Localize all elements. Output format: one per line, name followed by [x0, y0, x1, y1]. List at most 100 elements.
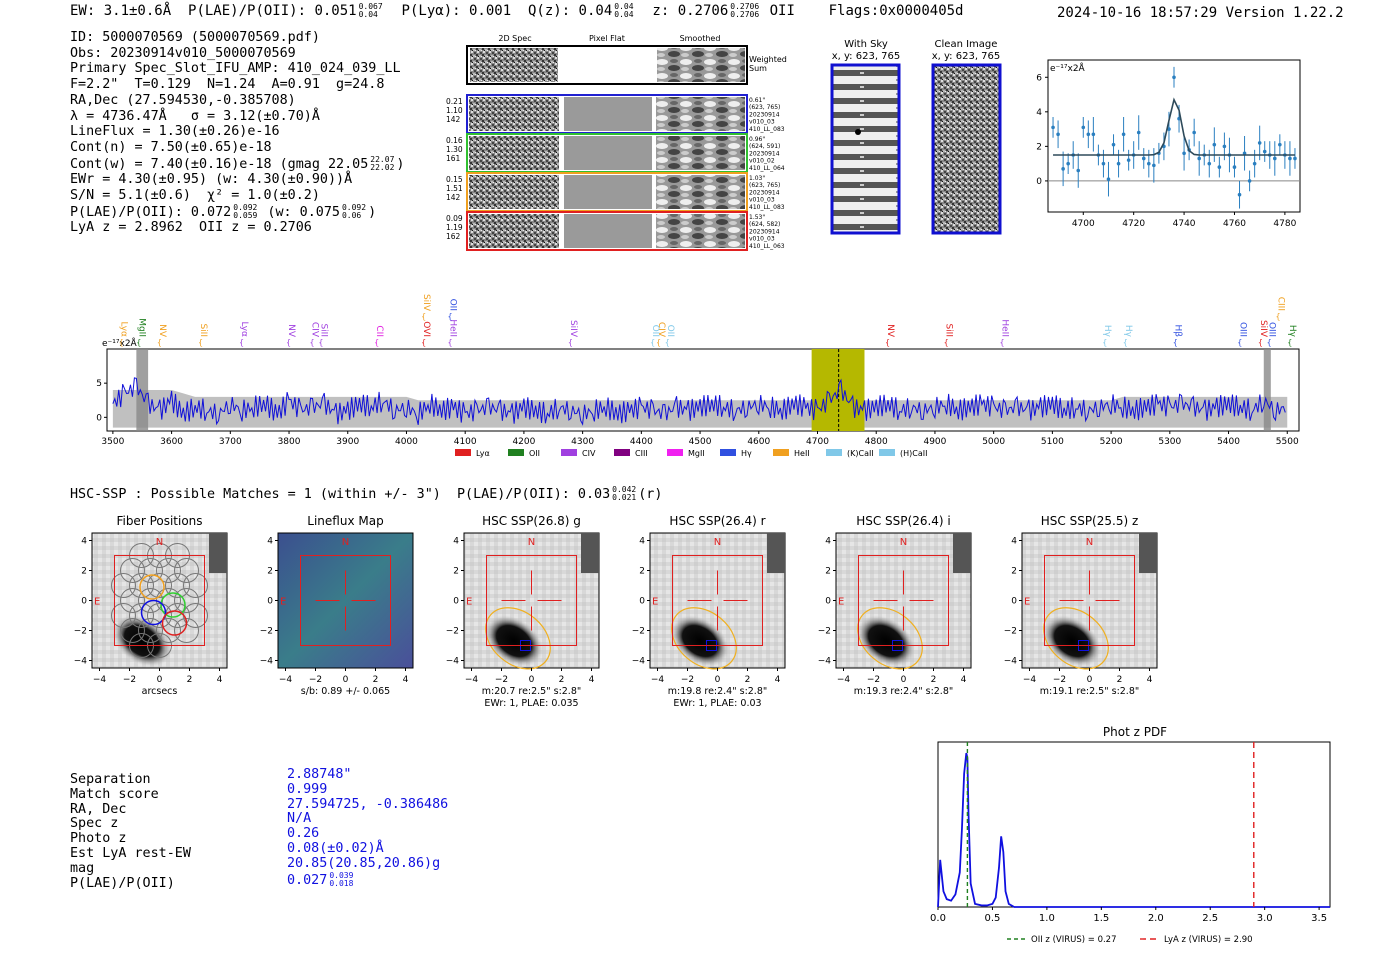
panel-caption: m:19.8 re:2.4" s:2.8" — [668, 686, 768, 697]
x-tick-label: 4760 — [1223, 219, 1246, 229]
x-tick-label: 4400 — [630, 437, 653, 447]
cont-w: Cont(w) = 7.40(±0.16)e-18 (gmag 22.05 22.… — [70, 154, 405, 172]
y-tick-label: 2 — [1036, 142, 1042, 152]
x-tick-label: −2 — [1053, 675, 1066, 685]
x-tick-label: 2 — [931, 675, 937, 685]
spec-row-right-label: 1.53" — [749, 214, 765, 221]
line-marker-brace: { — [310, 338, 315, 347]
obs-id: Obs: 20230914v010_5000070569 — [70, 45, 296, 61]
legend-lya-label: LyA z (VIRUS) = 2.90 — [1164, 935, 1253, 945]
spec-row-smooth — [656, 175, 745, 209]
y-tick-label: 0 — [453, 597, 459, 607]
y-tick-label: 0 — [81, 597, 87, 607]
spec-row-left-label: 1.51 — [446, 184, 463, 193]
line-marker-brace: { — [157, 338, 162, 347]
aperture-ellipse — [671, 607, 737, 670]
x-tick-label: 0 — [1087, 675, 1093, 685]
y-tick-label: 6 — [1036, 73, 1042, 83]
corner-source — [209, 533, 227, 573]
data-point — [1172, 75, 1176, 80]
line-marker-label: HeII — [448, 319, 458, 337]
line-marker-label: Hγ — [1287, 325, 1297, 338]
legend-swatch — [773, 449, 789, 456]
data-point — [1152, 163, 1156, 168]
line-marker-brace: { — [1173, 338, 1178, 347]
line-marker-brace: { — [1267, 338, 1272, 347]
line-marker-brace: { — [286, 338, 291, 347]
data-point — [1081, 125, 1086, 130]
data-point — [1086, 132, 1091, 137]
line-marker-brace: { — [656, 338, 661, 347]
sn-chi2: S/N = 5.1(±0.6) χ² = 1.0(±0.2) — [70, 188, 320, 204]
data-point — [1212, 142, 1217, 147]
plae-value: P(LAE)/P(OII): 0.051 — [188, 3, 357, 19]
x-tick-label: 5400 — [1217, 437, 1240, 447]
compass-e: E — [94, 597, 100, 608]
aperture-box — [114, 555, 205, 646]
line-marker-label: Hβ — [1173, 324, 1183, 337]
aperture-box — [858, 555, 949, 646]
y-tick-label: −2 — [1004, 627, 1017, 637]
spec-row-right-label: 410_LL_083 — [749, 126, 785, 133]
aperture-box — [300, 555, 391, 646]
spec-row-right-label: (624, 591) — [749, 143, 780, 150]
y-tick-label: 2 — [453, 567, 459, 577]
photz-pdf-chart: Phot z PDF 0.0 0.5 1.0 1.5 2.0 2.5 3.0 3.5 OII z… — [930, 725, 1331, 945]
panel-caption: s/b: 0.89 +/- 0.065 — [301, 686, 390, 697]
compass-e: E — [466, 597, 472, 608]
spec-row-left-label: 142 — [446, 115, 461, 124]
spec-row-right-label: (623, 765) — [749, 104, 780, 111]
galaxy — [856, 615, 916, 667]
line-marker-brace: { — [374, 338, 379, 347]
line-marker-label: OII — [650, 325, 660, 337]
aperture-ellipse — [485, 607, 551, 670]
line-marker-label: Lyα — [119, 322, 129, 338]
data-point — [1116, 161, 1121, 166]
x-tick-label: 4500 — [689, 437, 712, 447]
data-point — [1273, 156, 1277, 161]
hsc-summary: HSC-SSP : Possible Matches = 1 (within +… — [70, 485, 663, 503]
line-marker-brace: { — [421, 338, 426, 347]
data-point — [1126, 158, 1131, 162]
legend-label: CIII — [635, 449, 648, 458]
spec-row-smooth — [656, 97, 745, 131]
data-point — [1182, 151, 1186, 156]
match-label: Separation — [70, 772, 151, 787]
x-tick-label: −4 — [651, 675, 665, 685]
ra-dec: RA,Dec (27.594530,-0.385708) — [70, 92, 296, 108]
spec-row-2d — [469, 97, 559, 131]
y-tick-label: 2 — [81, 567, 87, 577]
aperture-box — [1044, 555, 1135, 646]
x-tick-label: −2 — [123, 675, 136, 685]
data-point — [1076, 168, 1081, 173]
data-point — [1121, 132, 1126, 137]
data-point — [1167, 127, 1171, 131]
spec-row-right-label: (623, 765) — [749, 182, 780, 189]
line-marker-brace: { — [944, 338, 949, 347]
lineflux: LineFlux = 1.30(±0.26)e-16 — [70, 124, 280, 140]
spec-row-flat — [564, 175, 652, 209]
line-marker-label: SiII — [198, 323, 208, 337]
x-tick-label: 0.5 — [984, 913, 1000, 924]
match-value: 0.999 — [287, 781, 328, 797]
data-point — [1247, 179, 1252, 183]
x-tick-label: 4800 — [865, 437, 888, 447]
fiber-cutouts: With Sky x, y: 623, 765 Clean Image x, y… — [830, 39, 1002, 235]
data-point — [1141, 156, 1146, 161]
spec-row-left-label: 1.30 — [446, 145, 463, 154]
spec-row-right-label: (624, 582) — [749, 221, 780, 228]
spec-row-left-label: 1.10 — [446, 106, 463, 115]
error-envelope — [112, 390, 1288, 428]
x-tick-label: 1.5 — [1093, 913, 1109, 924]
fiber-circle — [120, 588, 145, 613]
spec-row-right-label: v010_02 — [749, 158, 775, 165]
spec-row-right-label: v010_03 — [749, 236, 775, 243]
line-marker-brace: { — [999, 338, 1004, 347]
y-tick-label: −2 — [74, 627, 87, 637]
panel-title: HSC SSP(26.8) g — [482, 514, 581, 528]
x-tick-label: −2 — [867, 675, 880, 685]
lineflux-map — [277, 532, 414, 669]
match-label: P(LAE)/P(OII) — [70, 875, 175, 891]
spec-row-right-label: 410_LL_063 — [749, 243, 785, 250]
x-tick-label: 3500 — [101, 437, 124, 447]
